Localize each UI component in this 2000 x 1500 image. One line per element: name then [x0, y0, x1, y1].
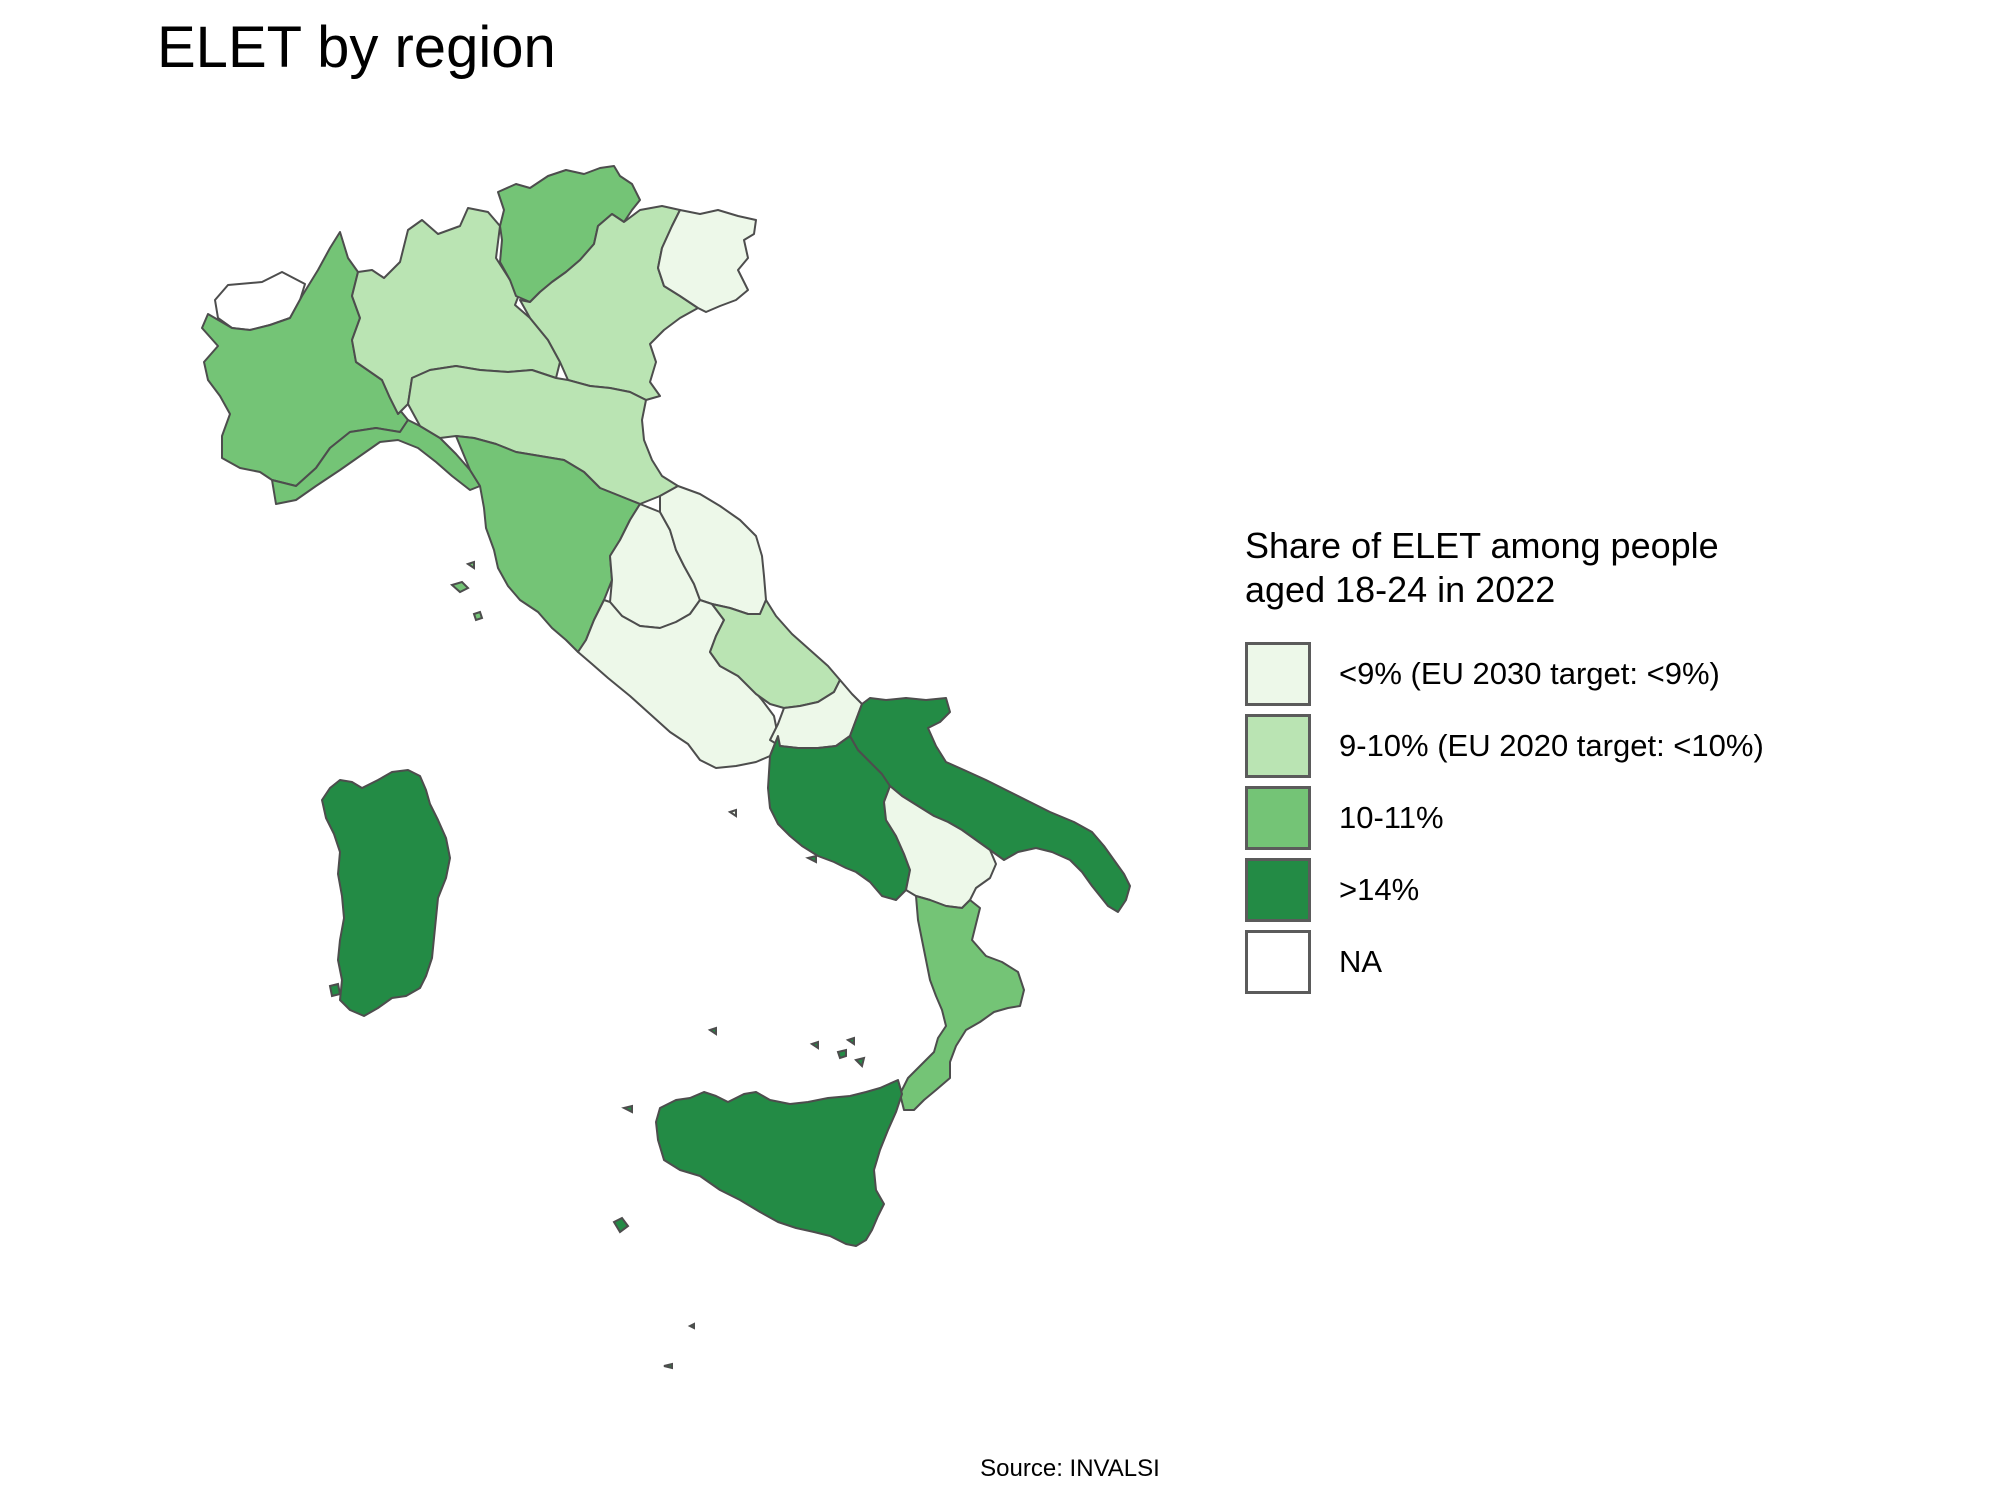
legend-item: <9% (EU 2030 target: <9%)	[1245, 638, 1805, 710]
legend-title: Share of ELET among people aged 18-24 in…	[1245, 525, 1719, 610]
island-capri	[805, 854, 817, 864]
island-ustica	[707, 1026, 717, 1036]
island-pantelleria	[612, 1216, 630, 1234]
island-giglio	[472, 610, 484, 622]
legend-swatch	[1245, 642, 1311, 706]
legend-swatch	[1245, 858, 1311, 922]
legend-item: 10-11%	[1245, 782, 1805, 854]
legend-item: NA	[1245, 926, 1805, 998]
caption: Source: INVALSI	[980, 1455, 1160, 1482]
legend-item: 9-10% (EU 2020 target: <10%)	[1245, 710, 1805, 782]
island-elba	[449, 580, 470, 594]
legend-label: >14%	[1339, 872, 1420, 907]
region-sardegna[interactable]	[321, 769, 451, 1017]
island-egadi	[621, 1104, 633, 1114]
island-ponza	[727, 808, 737, 818]
legend-label: <9% (EU 2030 target: <9%)	[1339, 656, 1720, 691]
legend-swatch	[1245, 786, 1311, 850]
region-friuli[interactable]	[657, 209, 757, 313]
island-aeolian-1	[809, 1040, 819, 1050]
legend-swatch	[1245, 930, 1311, 994]
legend-item: >14%	[1245, 854, 1805, 926]
legend: Share of ELET among people aged 18-24 in…	[1245, 524, 1805, 998]
legend-label: NA	[1339, 944, 1383, 979]
island-linosa	[687, 1322, 695, 1330]
legend-swatch	[1245, 714, 1311, 778]
legend-label: 10-11%	[1339, 800, 1444, 835]
island-aeolian-4	[845, 1036, 855, 1046]
region-calabria[interactable]	[899, 895, 1025, 1111]
region-sicilia[interactable]	[655, 1079, 903, 1247]
island-aeolian-3	[854, 1056, 866, 1068]
legend-label: 9-10% (EU 2020 target: <10%)	[1339, 728, 1764, 763]
map-title: ELET by region	[157, 15, 556, 80]
island-lampedusa	[663, 1362, 673, 1370]
island-aeolian-2	[836, 1048, 847, 1060]
island-sardinia-sw	[328, 982, 342, 998]
island-capraia	[465, 560, 475, 570]
